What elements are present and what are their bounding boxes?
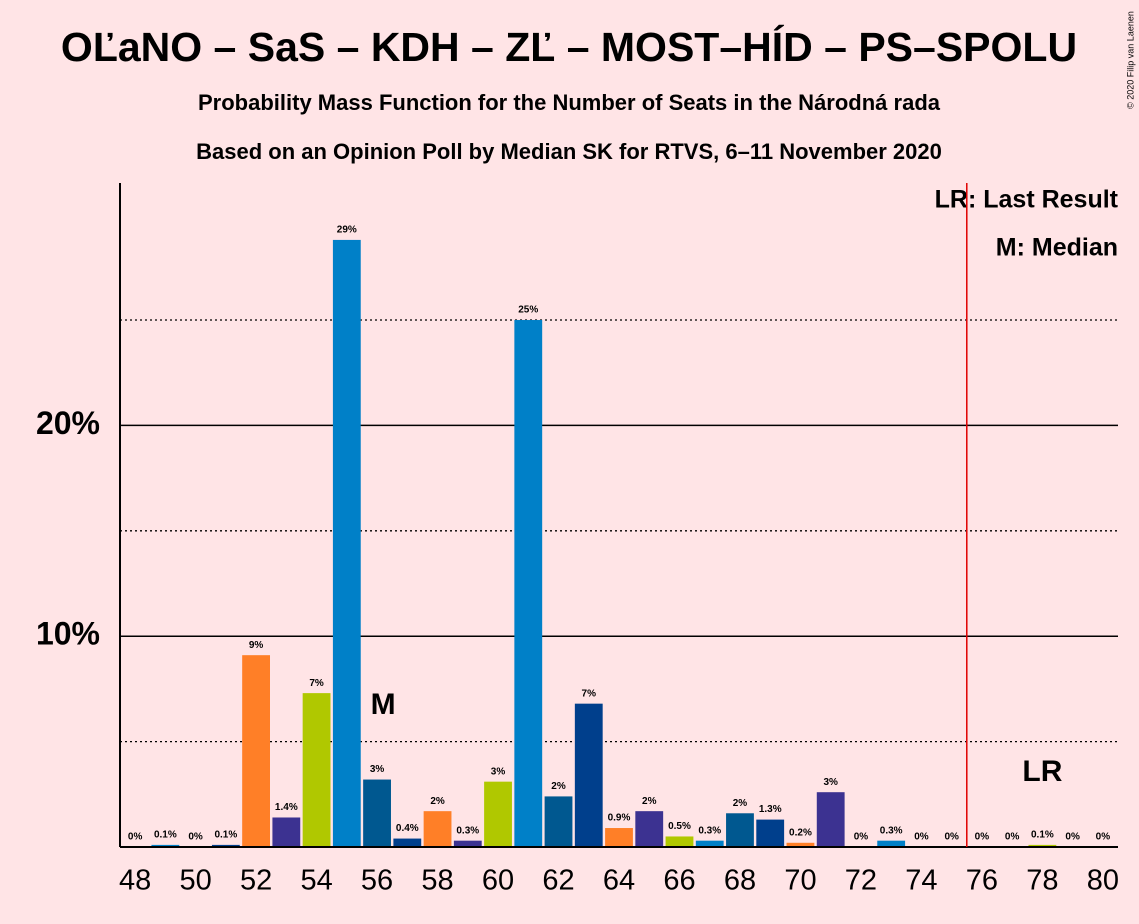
bar bbox=[514, 320, 543, 847]
x-tick-label: 78 bbox=[1026, 865, 1058, 897]
value-label: 29% bbox=[337, 225, 357, 236]
value-label: 0.9% bbox=[608, 813, 631, 824]
y-tick-label: 20% bbox=[36, 405, 100, 441]
value-label: 0.1% bbox=[154, 830, 177, 841]
value-label: 1.3% bbox=[759, 804, 782, 815]
value-label: 0.3% bbox=[880, 825, 903, 836]
value-label: 0% bbox=[975, 832, 990, 843]
value-label: 2% bbox=[642, 796, 657, 807]
value-label: 7% bbox=[582, 688, 597, 699]
x-tick-label: 60 bbox=[482, 865, 514, 897]
value-label: 1.4% bbox=[275, 802, 298, 813]
bar bbox=[393, 838, 422, 847]
x-tick-label: 70 bbox=[784, 865, 816, 897]
x-tick-label: 66 bbox=[663, 865, 695, 897]
value-label: 0% bbox=[944, 832, 959, 843]
value-label: 0.3% bbox=[698, 825, 721, 836]
bar bbox=[695, 840, 724, 847]
x-tick-label: 76 bbox=[966, 865, 998, 897]
bar bbox=[574, 703, 603, 847]
bar bbox=[665, 836, 694, 847]
y-tick-label: 10% bbox=[36, 616, 100, 652]
x-tick-label: 62 bbox=[542, 865, 574, 897]
bar bbox=[1028, 844, 1057, 847]
bar bbox=[877, 840, 906, 847]
x-tick-label: 64 bbox=[603, 865, 635, 897]
value-label: 0.2% bbox=[789, 827, 812, 838]
chart-subtitle: Based on an Opinion Poll by Median SK fo… bbox=[196, 139, 942, 164]
bar bbox=[302, 693, 331, 847]
bar bbox=[211, 844, 240, 847]
value-label: 9% bbox=[249, 640, 264, 651]
value-label: 2% bbox=[551, 781, 566, 792]
value-label: 0% bbox=[188, 832, 203, 843]
bar bbox=[363, 779, 391, 847]
bar bbox=[453, 840, 482, 847]
bar bbox=[544, 796, 573, 847]
bar bbox=[756, 819, 785, 847]
value-label: 0.1% bbox=[1031, 830, 1054, 841]
value-label: 0.5% bbox=[668, 821, 691, 832]
value-label: 2% bbox=[430, 796, 445, 807]
value-label: 0% bbox=[854, 832, 869, 843]
bar bbox=[605, 828, 633, 847]
x-tick-label: 68 bbox=[724, 865, 756, 897]
value-label: 0% bbox=[1065, 832, 1080, 843]
x-tick-label: 48 bbox=[119, 865, 151, 897]
bar bbox=[332, 239, 361, 847]
x-tick-label: 58 bbox=[421, 865, 453, 897]
value-label: 2% bbox=[733, 798, 748, 809]
value-label: 0.1% bbox=[214, 830, 237, 841]
bar bbox=[423, 811, 452, 847]
bar bbox=[272, 817, 301, 847]
bar bbox=[786, 842, 815, 847]
bar bbox=[816, 792, 845, 847]
value-label: 0% bbox=[1005, 832, 1020, 843]
last-result-marker: LR bbox=[1022, 755, 1062, 788]
legend-entry: LR: Last Result bbox=[935, 186, 1119, 214]
bar bbox=[151, 844, 180, 847]
x-tick-label: 54 bbox=[300, 865, 332, 897]
x-tick-label: 50 bbox=[179, 865, 211, 897]
value-label: 0% bbox=[914, 832, 929, 843]
value-label: 25% bbox=[518, 305, 538, 316]
chart-title: OĽaNO – SaS – KDH – ZĽ – MOST–HÍD – PS–S… bbox=[61, 24, 1077, 70]
x-tick-label: 52 bbox=[240, 865, 272, 897]
value-label: 3% bbox=[491, 766, 506, 777]
x-tick-label: 80 bbox=[1087, 865, 1119, 897]
value-label: 0% bbox=[1096, 832, 1111, 843]
copyright: © 2020 Filip van Laenen bbox=[1125, 11, 1135, 109]
bar bbox=[726, 813, 754, 847]
legend-entry: M: Median bbox=[996, 234, 1118, 262]
value-label: 7% bbox=[309, 678, 324, 689]
value-label: 0% bbox=[128, 832, 143, 843]
x-tick-label: 56 bbox=[361, 865, 393, 897]
x-tick-label: 74 bbox=[905, 865, 937, 897]
bar bbox=[242, 655, 271, 847]
value-label: 0.3% bbox=[456, 825, 479, 836]
value-label: 3% bbox=[823, 777, 838, 788]
median-marker: M bbox=[371, 688, 396, 721]
value-label: 0.4% bbox=[396, 823, 419, 834]
x-tick-label: 72 bbox=[845, 865, 877, 897]
value-label: 3% bbox=[370, 764, 385, 775]
bar bbox=[484, 781, 512, 847]
chart-subtitle: Probability Mass Function for the Number… bbox=[198, 90, 941, 115]
bar bbox=[635, 811, 664, 847]
